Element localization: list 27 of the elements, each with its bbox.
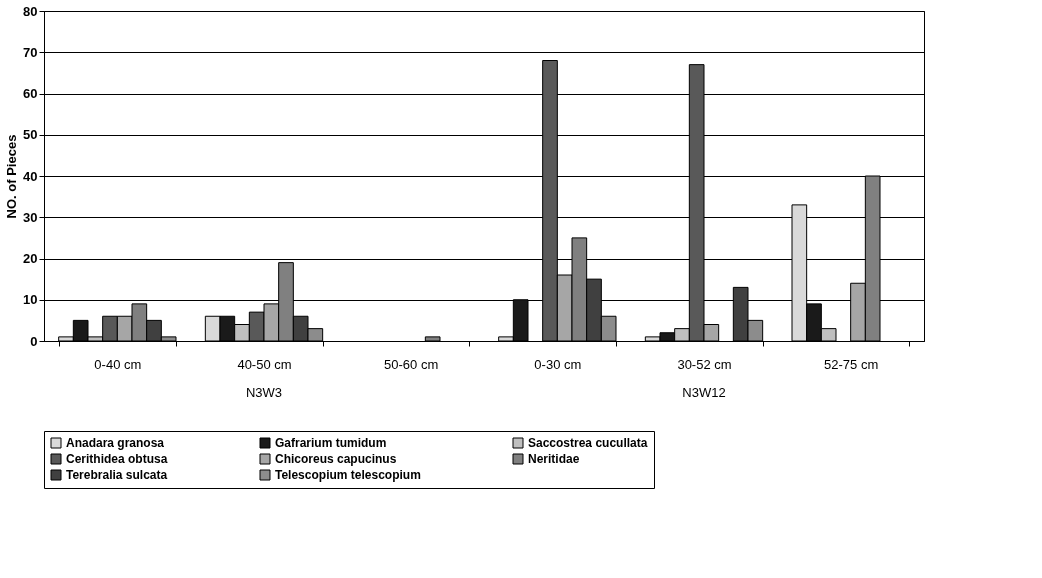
legend-label: Terebralia sulcata (66, 468, 168, 482)
y-tick-label: 70 (23, 44, 38, 60)
legend-label: Gafrarium tumidum (275, 436, 387, 450)
y-tick-label: 30 (23, 209, 38, 225)
legend-label: Anadara granosa (66, 436, 165, 450)
y-tick-label: 60 (23, 86, 38, 101)
legend-label: Chicoreus capucinus (275, 452, 397, 466)
x-tick-label: 50-60 cm (384, 356, 439, 372)
legend-label: Saccostrea cucullata (528, 436, 648, 450)
x-tick-label: 52-75 cm (824, 356, 879, 372)
y-tick-label: 80 (23, 3, 38, 19)
y-tick-label: 50 (23, 127, 38, 143)
y-tick-label: 20 (23, 251, 38, 266)
y-tick-label: 10 (23, 292, 38, 308)
x-tick-label: 40-50 cm (237, 356, 292, 372)
legend-label: Neritidae (528, 452, 580, 466)
y-tick-label: 40 (23, 168, 38, 184)
bar (424, 336, 441, 342)
legend-label: Cerithidea obtusa (66, 452, 168, 466)
legend-label: Telescopium telescopium (275, 468, 421, 482)
y-axis-title: NO. of Pieces (4, 134, 20, 219)
text: N3W3 (245, 385, 283, 400)
x-tick-label: 0-30 cm (534, 356, 582, 372)
text: N3W12 (682, 385, 726, 400)
x-tick-label: 0-40 cm (94, 356, 142, 372)
x-tick-label: 30-52 cm (677, 356, 732, 372)
y-tick-label: 0 (30, 333, 38, 349)
